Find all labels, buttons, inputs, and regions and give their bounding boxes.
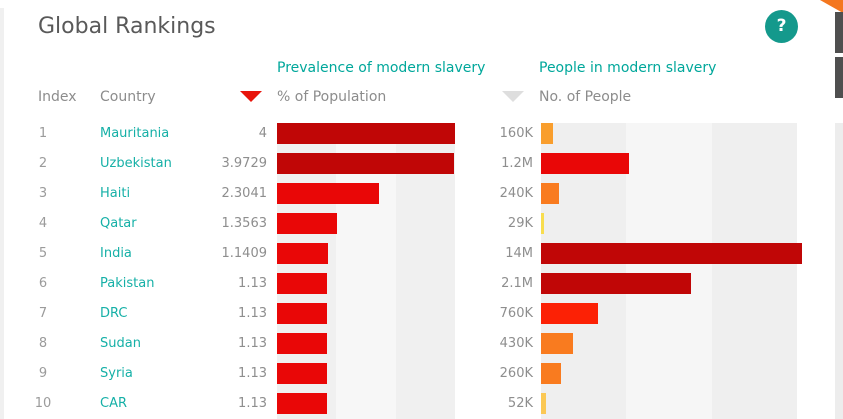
prevalence-bar[interactable]	[277, 363, 327, 384]
prevalence-bar[interactable]	[277, 213, 337, 234]
prevalence-bar[interactable]	[277, 243, 328, 264]
people-value: 240K	[499, 186, 533, 201]
prevalence-bar[interactable]	[277, 273, 327, 294]
people-bar[interactable]	[541, 213, 544, 234]
country-link[interactable]: DRC	[100, 306, 128, 321]
table-row: 6 Pakistan 1.13 2.1M	[0, 273, 843, 294]
people-value: 14M	[505, 246, 533, 261]
people-value: 2.1M	[501, 276, 533, 291]
people-value: 52K	[507, 396, 533, 411]
row-index: 1	[38, 126, 48, 141]
row-index: 6	[38, 276, 48, 291]
people-bar[interactable]	[541, 363, 561, 384]
people-bar[interactable]	[541, 303, 598, 324]
prevalence-bar[interactable]	[277, 153, 454, 174]
country-link[interactable]: Uzbekistan	[100, 156, 172, 171]
help-button[interactable]: ?	[765, 10, 798, 43]
column-header-index[interactable]: Index	[38, 89, 77, 105]
table-row: 9 Syria 1.13 260K	[0, 363, 843, 384]
people-chart-band	[626, 123, 712, 419]
prevalence-bar[interactable]	[277, 333, 327, 354]
table-row: 10 CAR 1.13 52K	[0, 393, 843, 414]
table-row: 3 Haiti 2.3041 240K	[0, 183, 843, 204]
row-index: 8	[38, 336, 48, 351]
country-link[interactable]: Syria	[100, 366, 133, 381]
country-link[interactable]: Haiti	[100, 186, 131, 201]
pct-value: 1.13	[238, 306, 267, 321]
pct-value: 4	[258, 126, 267, 141]
group-header-people: People in modern slavery	[539, 60, 717, 76]
people-value: 260K	[499, 366, 533, 381]
prevalence-bar[interactable]	[277, 393, 327, 414]
country-link[interactable]: CAR	[100, 396, 128, 411]
people-bar[interactable]	[541, 333, 573, 354]
group-header-prevalence: Prevalence of modern slavery	[277, 60, 486, 76]
pct-value: 1.3563	[221, 216, 268, 231]
people-value: 760K	[499, 306, 533, 321]
table-row: 5 India 1.1409 14M	[0, 243, 843, 264]
people-bar[interactable]	[541, 393, 546, 414]
pct-value: 1.13	[238, 366, 267, 381]
prevalence-bar[interactable]	[277, 303, 327, 324]
row-index: 5	[38, 246, 48, 261]
country-link[interactable]: Sudan	[100, 336, 141, 351]
country-link[interactable]: Mauritania	[100, 126, 170, 141]
side-toolbar-button-bottom[interactable]	[835, 57, 843, 98]
row-index: 2	[38, 156, 48, 171]
pct-value: 1.13	[238, 276, 267, 291]
people-bar[interactable]	[541, 183, 559, 204]
people-bar[interactable]	[541, 273, 691, 294]
table-row: 7 DRC 1.13 760K	[0, 303, 843, 324]
sort-inactive-icon[interactable]	[502, 91, 524, 102]
pct-value: 2.3041	[221, 186, 268, 201]
row-index: 10	[34, 396, 52, 411]
people-value: 430K	[499, 336, 533, 351]
side-toolbar-button-top[interactable]	[835, 12, 843, 53]
page-title: Global Rankings	[38, 14, 216, 39]
row-index: 9	[38, 366, 48, 381]
pct-value: 1.13	[238, 396, 267, 411]
people-value: 1.2M	[501, 156, 533, 171]
table-row: 2 Uzbekistan 3.9729 1.2M	[0, 153, 843, 174]
table-row: 1 Mauritania 4 160K	[0, 123, 843, 144]
sort-desc-icon[interactable]	[240, 91, 262, 102]
table-row: 4 Qatar 1.3563 29K	[0, 213, 843, 234]
row-index: 3	[38, 186, 48, 201]
pct-value: 1.13	[238, 336, 267, 351]
people-value: 29K	[507, 216, 533, 231]
row-index: 4	[38, 216, 48, 231]
country-link[interactable]: India	[100, 246, 132, 261]
column-header-people[interactable]: No. of People	[539, 89, 632, 105]
left-panel-edge	[0, 8, 4, 419]
prevalence-bar[interactable]	[277, 123, 455, 144]
column-header-pct[interactable]: % of Population	[277, 89, 387, 105]
people-bar[interactable]	[541, 153, 629, 174]
people-bar[interactable]	[541, 123, 553, 144]
pct-value: 3.9729	[221, 156, 268, 171]
people-chart-band-edge	[835, 123, 843, 419]
country-link[interactable]: Qatar	[100, 216, 137, 231]
pct-value: 1.1409	[221, 246, 268, 261]
people-value: 160K	[499, 126, 533, 141]
table-row: 8 Sudan 1.13 430K	[0, 333, 843, 354]
people-bar[interactable]	[541, 243, 802, 264]
people-chart-band	[712, 123, 797, 419]
row-index: 7	[38, 306, 48, 321]
column-header-country[interactable]: Country	[100, 89, 156, 105]
prevalence-bar[interactable]	[277, 183, 379, 204]
country-link[interactable]: Pakistan	[100, 276, 155, 291]
